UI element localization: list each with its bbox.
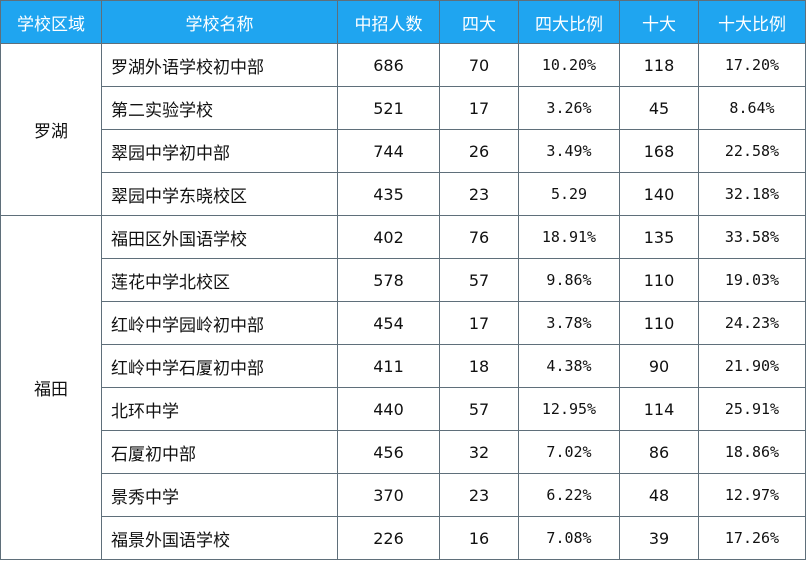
header-top10-ratio: 十大比例 xyxy=(698,0,806,44)
top4-ratio-cell: 3.49% xyxy=(518,129,620,173)
top4-ratio-cell: 7.02% xyxy=(518,430,620,474)
table-row: 福景外国语学校 226 16 7.08% 39 17.26% xyxy=(1,516,806,560)
header-top10: 十大 xyxy=(619,0,699,44)
enrollment-cell: 578 xyxy=(337,258,440,302)
top10-ratio-cell: 22.58% xyxy=(698,129,806,173)
school-name-cell: 石厦初中部 xyxy=(101,430,338,474)
top10-cell: 90 xyxy=(619,344,699,388)
table-row: 红岭中学石厦初中部 411 18 4.38% 90 21.90% xyxy=(1,344,806,388)
top10-cell: 110 xyxy=(619,301,699,345)
top10-ratio-cell: 19.03% xyxy=(698,258,806,302)
enrollment-cell: 454 xyxy=(337,301,440,345)
enrollment-cell: 521 xyxy=(337,86,440,130)
top10-ratio-cell: 25.91% xyxy=(698,387,806,431)
enrollment-cell: 411 xyxy=(337,344,440,388)
top10-ratio-cell: 12.97% xyxy=(698,473,806,517)
top10-cell: 110 xyxy=(619,258,699,302)
top10-ratio-cell: 32.18% xyxy=(698,172,806,216)
table-row: 北环中学 440 57 12.95% 114 25.91% xyxy=(1,387,806,431)
header-top4: 四大 xyxy=(439,0,519,44)
top4-ratio-cell: 7.08% xyxy=(518,516,620,560)
table-body: 罗湖 罗湖外语学校初中部 686 70 10.20% 118 17.20% 第二实验学校 521… xyxy=(0,43,806,560)
top10-cell: 45 xyxy=(619,86,699,130)
table-row: 第二实验学校 521 17 3.26% 45 8.64% xyxy=(1,86,806,130)
enrollment-cell: 226 xyxy=(337,516,440,560)
school-name-cell: 景秀中学 xyxy=(101,473,338,517)
top4-cell: 57 xyxy=(439,258,519,302)
school-name-cell: 福田区外国语学校 xyxy=(101,215,338,259)
table-row: 翠园中学初中部 744 26 3.49% 168 22.58% xyxy=(1,129,806,173)
top4-ratio-cell: 12.95% xyxy=(518,387,620,431)
top10-cell: 114 xyxy=(619,387,699,431)
enrollment-cell: 440 xyxy=(337,387,440,431)
top4-cell: 18 xyxy=(439,344,519,388)
top4-cell: 26 xyxy=(439,129,519,173)
header-school-name: 学校名称 xyxy=(101,0,338,44)
top4-ratio-cell: 4.38% xyxy=(518,344,620,388)
region-cell: 罗湖 xyxy=(0,43,102,216)
school-name-cell: 翠园中学东晓校区 xyxy=(101,172,338,216)
enrollment-cell: 402 xyxy=(337,215,440,259)
top4-ratio-cell: 9.86% xyxy=(518,258,620,302)
school-name-cell: 罗湖外语学校初中部 xyxy=(101,43,338,87)
top10-cell: 118 xyxy=(619,43,699,87)
school-name-cell: 红岭中学园岭初中部 xyxy=(101,301,338,345)
header-row: 学校区域 学校名称 中招人数 四大 四大比例 十大 十大比例 xyxy=(0,0,806,44)
table-row: 福田 福田区外国语学校 402 76 18.91% 135 33.58% xyxy=(0,215,806,560)
top10-cell: 39 xyxy=(619,516,699,560)
top10-ratio-cell: 17.20% xyxy=(698,43,806,87)
top10-ratio-cell: 18.86% xyxy=(698,430,806,474)
top10-cell: 168 xyxy=(619,129,699,173)
top4-ratio-cell: 5.29 xyxy=(518,172,620,216)
top4-cell: 32 xyxy=(439,430,519,474)
top4-cell: 17 xyxy=(439,86,519,130)
top4-cell: 57 xyxy=(439,387,519,431)
top10-cell: 86 xyxy=(619,430,699,474)
top4-ratio-cell: 3.78% xyxy=(518,301,620,345)
top10-cell: 48 xyxy=(619,473,699,517)
top4-cell: 17 xyxy=(439,301,519,345)
enrollment-cell: 456 xyxy=(337,430,440,474)
enrollment-cell: 686 xyxy=(337,43,440,87)
top4-ratio-cell: 18.91% xyxy=(518,215,620,259)
top10-cell: 140 xyxy=(619,172,699,216)
top4-cell: 76 xyxy=(439,215,519,259)
table-row: 石厦初中部 456 32 7.02% 86 18.86% xyxy=(1,430,806,474)
table-row: 罗湖 罗湖外语学校初中部 686 70 10.20% 118 17.20% xyxy=(0,43,806,216)
top4-cell: 23 xyxy=(439,172,519,216)
school-name-cell: 红岭中学石厦初中部 xyxy=(101,344,338,388)
enrollment-cell: 370 xyxy=(337,473,440,517)
top4-cell: 70 xyxy=(439,43,519,87)
table-row: 莲花中学北校区 578 57 9.86% 110 19.03% xyxy=(1,258,806,302)
top10-ratio-cell: 17.26% xyxy=(698,516,806,560)
header-top4-ratio: 四大比例 xyxy=(518,0,620,44)
top10-ratio-cell: 24.23% xyxy=(698,301,806,345)
enrollment-cell: 435 xyxy=(337,172,440,216)
table-row: 红岭中学园岭初中部 454 17 3.78% 110 24.23% xyxy=(1,301,806,345)
header-region: 学校区域 xyxy=(0,0,102,44)
region-cell: 福田 xyxy=(0,215,102,560)
top4-cell: 23 xyxy=(439,473,519,517)
table-row: 景秀中学 370 23 6.22% 48 12.97% xyxy=(1,473,806,517)
top10-ratio-cell: 8.64% xyxy=(698,86,806,130)
enrollment-cell: 744 xyxy=(337,129,440,173)
top4-cell: 16 xyxy=(439,516,519,560)
school-name-cell: 第二实验学校 xyxy=(101,86,338,130)
top10-ratio-cell: 33.58% xyxy=(698,215,806,259)
top4-ratio-cell: 10.20% xyxy=(518,43,620,87)
top10-ratio-cell: 21.90% xyxy=(698,344,806,388)
school-name-cell: 福景外国语学校 xyxy=(101,516,338,560)
header-enrollment: 中招人数 xyxy=(337,0,440,44)
table-row: 翠园中学东晓校区 435 23 5.29 140 32.18% xyxy=(1,172,806,216)
top4-ratio-cell: 3.26% xyxy=(518,86,620,130)
school-name-cell: 北环中学 xyxy=(101,387,338,431)
top10-cell: 135 xyxy=(619,215,699,259)
top4-ratio-cell: 6.22% xyxy=(518,473,620,517)
school-name-cell: 翠园中学初中部 xyxy=(101,129,338,173)
school-name-cell: 莲花中学北校区 xyxy=(101,258,338,302)
